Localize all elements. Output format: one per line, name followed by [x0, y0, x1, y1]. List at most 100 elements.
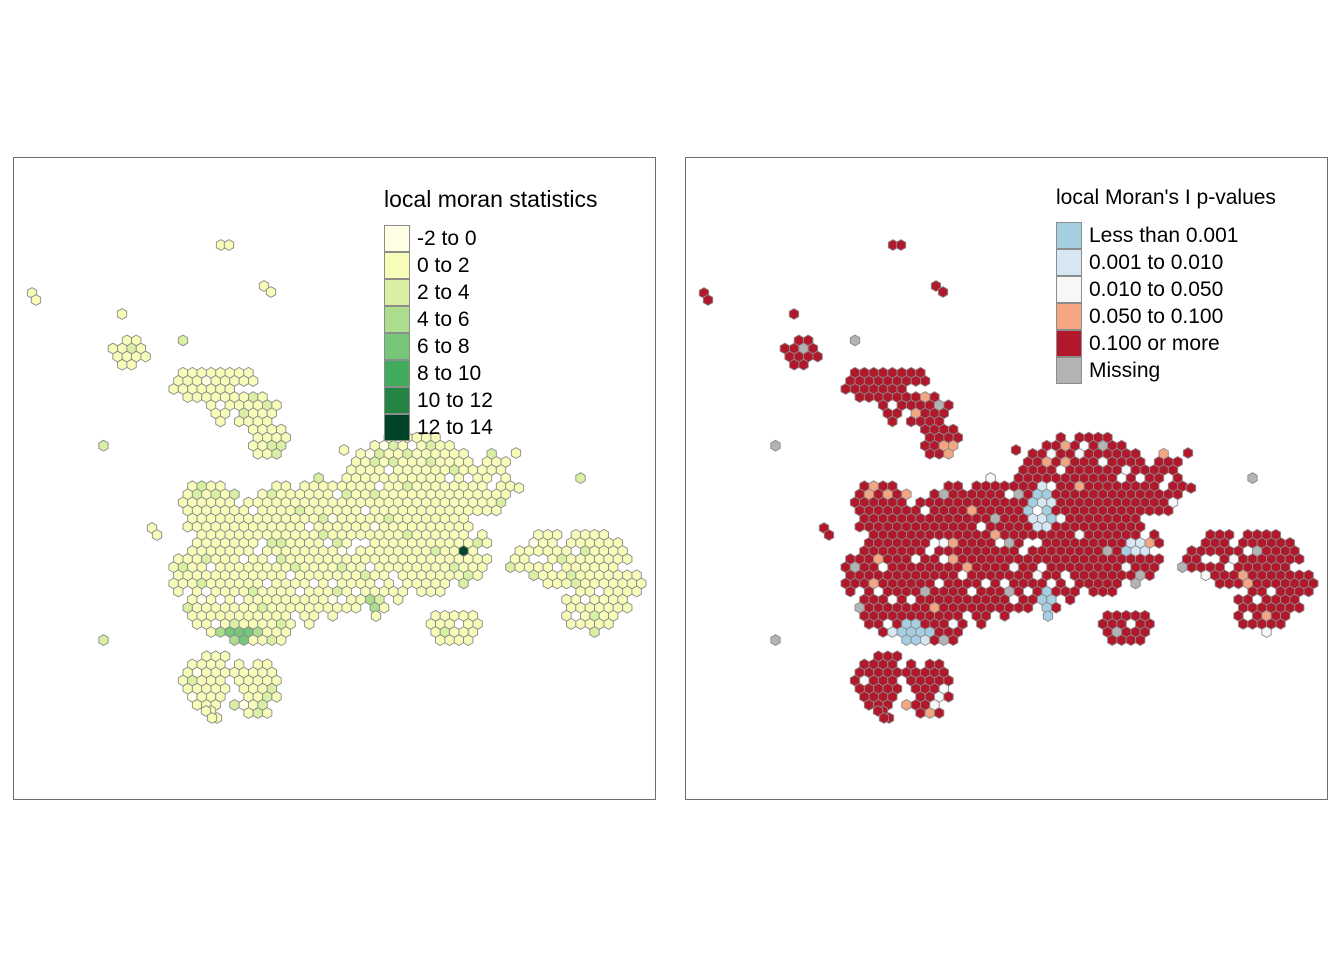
- map-panel-p-values: local Moran's I p-values Less than 0.001…: [685, 157, 1328, 800]
- hex-cell: [910, 374, 921, 387]
- hex-cell: [924, 707, 935, 719]
- hex-cell: [976, 617, 987, 630]
- hex-cell: [262, 707, 273, 719]
- hex-cell: [1022, 601, 1034, 614]
- legend-label: 12 to 14: [417, 415, 493, 439]
- hex-cell: [1238, 617, 1249, 630]
- legend-label: 4 to 6: [417, 307, 470, 331]
- legend-swatch: [384, 387, 410, 414]
- hex-cell: [341, 601, 352, 614]
- hex-cell: [1125, 634, 1137, 647]
- hex-cell: [444, 634, 455, 647]
- hex-cell: [98, 634, 109, 647]
- hex-cell: [812, 350, 823, 363]
- legend-label: 10 to 12: [417, 388, 493, 412]
- legend-item: 10 to 12: [384, 387, 597, 414]
- hex-cell: [248, 374, 259, 387]
- hex-cell: [798, 358, 809, 371]
- hex-cell: [223, 239, 235, 251]
- hex-cell: [533, 545, 544, 557]
- legend-item: Less than 0.001: [1056, 222, 1276, 249]
- hex-cell: [854, 520, 865, 533]
- hex-cell: [938, 634, 949, 647]
- hex-cell: [1065, 593, 1076, 606]
- hex-cell: [840, 383, 851, 395]
- legend-swatch: [1056, 222, 1082, 249]
- hex-cell: [1233, 577, 1244, 590]
- hex-cell: [1214, 577, 1225, 590]
- hex-cell: [566, 617, 577, 630]
- hex-cell: [215, 415, 226, 428]
- hexbin-map-statistics: [26, 239, 647, 724]
- hex-cell: [265, 286, 277, 298]
- legend-label: 2 to 4: [417, 280, 470, 304]
- hex-cell: [934, 447, 945, 460]
- hex-cell: [878, 712, 890, 724]
- hex-cell: [915, 707, 926, 719]
- legend-item: 6 to 8: [384, 333, 597, 360]
- hex-cell: [901, 634, 912, 647]
- hex-cell: [510, 447, 522, 459]
- legend-swatch: [384, 279, 410, 306]
- hex-cell: [1185, 482, 1197, 494]
- hex-cell: [895, 239, 907, 251]
- hex-cell: [206, 712, 218, 724]
- hex-cell: [542, 577, 553, 590]
- hex-cell: [863, 391, 875, 404]
- hex-cell: [943, 447, 954, 460]
- hex-cell: [929, 634, 940, 647]
- hex-cell: [863, 617, 875, 630]
- hex-cell: [1303, 585, 1314, 598]
- hex-cell: [901, 698, 912, 711]
- hex-cell: [1247, 617, 1258, 630]
- hex-cell: [266, 634, 277, 647]
- hex-cell: [603, 617, 614, 630]
- legend-label: 0.001 to 0.010: [1089, 250, 1224, 274]
- hex-cell: [1042, 610, 1054, 622]
- hex-cell: [1010, 444, 1022, 456]
- hex-cell: [1116, 634, 1127, 647]
- hex-cell: [472, 504, 483, 517]
- hex-cell: [770, 634, 781, 647]
- legend-swatch: [384, 360, 410, 387]
- hex-cell: [262, 447, 273, 460]
- hex-cell: [1144, 504, 1155, 517]
- legend-label: 0.050 to 0.100: [1089, 304, 1224, 328]
- hex-cell: [877, 626, 889, 638]
- legend-swatch: [384, 252, 410, 279]
- hex-cell: [948, 634, 959, 647]
- legend-label: 0.100 or more: [1089, 331, 1220, 355]
- legend-swatch: [384, 414, 410, 441]
- legend-items: Less than 0.001 0.001 to 0.010 0.010 to 0.…: [1056, 222, 1276, 384]
- hex-cell: [905, 415, 917, 428]
- hex-cell: [1153, 504, 1165, 517]
- legend-label: Missing: [1089, 358, 1161, 382]
- hex-cell: [393, 593, 404, 606]
- legend-label: 6 to 8: [417, 334, 470, 358]
- hex-cell: [770, 439, 781, 452]
- hex-cell: [238, 634, 249, 647]
- legend-label: Less than 0.001: [1089, 223, 1239, 247]
- hex-cell: [561, 577, 572, 590]
- hex-cell: [845, 585, 856, 598]
- hex-cell: [248, 634, 259, 647]
- legend-item: 8 to 10: [384, 360, 597, 387]
- legend-swatch: [1056, 330, 1082, 357]
- hex-cell: [505, 561, 516, 574]
- legend-swatch: [1056, 357, 1082, 384]
- hex-cell: [327, 609, 338, 622]
- hex-cell: [1200, 569, 1211, 582]
- hex-cell: [1205, 545, 1216, 557]
- hex-cell: [304, 617, 315, 630]
- hex-cell: [1186, 561, 1197, 574]
- legend-item: 0.010 to 0.050: [1056, 276, 1276, 303]
- legend-item: 12 to 14: [384, 414, 597, 441]
- hex-cell: [943, 690, 954, 703]
- hex-cell: [1088, 585, 1099, 598]
- hex-cell: [854, 391, 865, 404]
- hex-cell: [1097, 585, 1108, 598]
- hex-cell: [823, 529, 835, 541]
- hex-cell: [252, 447, 263, 460]
- legend-label: 0.010 to 0.050: [1089, 277, 1224, 301]
- legend-items: -2 to 0 0 to 2 2 to 4 4 to 6 6 to 8 8 to 10 10…: [384, 225, 597, 441]
